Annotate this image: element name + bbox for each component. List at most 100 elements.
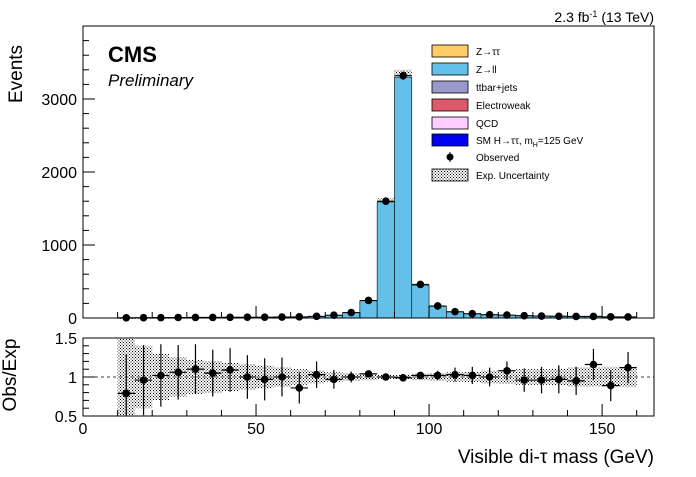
lower-axes: 0.5 1 1.5 0 50 100 150 [55,331,638,438]
legend-observed-marker [446,153,454,161]
observed-points [117,71,637,322]
ratio-point-22 [503,366,511,375]
ratio-y-tick-label-2: 1.5 [55,331,77,348]
y-tick-label-1: 1000 [41,238,77,255]
upper-frame [82,25,655,319]
x-tick-label-3: 150 [589,421,616,438]
preliminary-label: Preliminary [108,71,195,90]
ratio-y-tick-label-0: 0.5 [55,409,77,426]
ratio-points [117,344,637,416]
ratio-point-0 [122,389,131,398]
stacked-bars [117,76,637,319]
ratio-point-5 [208,369,217,377]
ratio-point-4 [191,365,200,374]
legend-swatch-ttbar [431,80,469,94]
ratio-point-14 [364,370,373,378]
observed-point-6 [226,313,234,322]
legend: Z→ττ Z→ll ttbar+jets Electroweak QCD SM … [431,44,584,182]
ratio-point-16 [399,373,407,382]
legend-label-electroweak: Electroweak [476,101,531,112]
ratio-point-21 [485,373,494,381]
y-axis-label: Events [6,45,27,103]
observed-point-26 [572,312,580,321]
observed-point-22 [503,311,511,319]
ratio-point-7 [243,373,252,381]
observed-point-21 [485,310,494,319]
observed-point-24 [537,312,546,320]
observed-point-17 [416,280,425,289]
ratio-y-tick-label-1: 1 [68,370,77,387]
ratio-point-8 [260,375,269,384]
ratio-y-axis-label: Obs/Exp [0,339,21,412]
observed-point-11 [312,312,321,321]
observed-point-29 [624,313,632,321]
ratio-point-11 [312,370,321,379]
ratio-point-19 [451,370,459,379]
ratio-point-28 [606,381,615,390]
ratio-point-6 [226,366,234,374]
ratio-point-23 [520,376,529,384]
ratio-point-9 [278,373,286,381]
legend-label-observed: Observed [476,153,519,164]
legend-swatch-electroweak [431,98,469,112]
x-tick-label-2: 100 [416,421,443,438]
observed-point-4 [191,313,200,322]
upper-axes: 0 1000 2000 3000 [41,40,638,328]
legend-label-signal: SM H→ττ, mH=125 GeV [476,136,584,149]
legend-label-qcd: QCD [476,119,498,130]
ratio-point-12 [330,375,338,384]
x-axis-label: Visible di-τ mass (GeV) [458,447,654,468]
bar-1-16 [394,76,413,319]
y-tick-label-0: 0 [68,311,77,328]
legend-swatch-uncertainty [431,168,469,182]
legend-label-uncertainty: Exp. Uncertainty [476,171,549,182]
ratio-point-13 [347,373,355,381]
x-tick-label-1: 50 [247,421,265,438]
ratio-point-26 [572,377,580,385]
cms-label: CMS [108,42,157,67]
legend-label-ztautau: Z→ττ [476,47,500,58]
observed-point-9 [278,313,286,321]
observed-point-12 [330,311,338,320]
observed-point-20 [468,309,477,318]
legend-swatch-signal [431,133,469,147]
observed-point-14 [364,296,373,305]
bar-1-15 [376,201,395,319]
ratio-point-27 [589,360,598,369]
ratio-point-3 [174,368,182,377]
observed-point-25 [555,312,563,321]
observed-point-16 [399,71,407,80]
legend-swatch-qcd [431,116,469,130]
ratio-point-1 [139,376,148,384]
ratio-point-25 [555,375,563,384]
ratio-point-2 [157,371,165,380]
observed-point-19 [451,307,459,316]
y-tick-label-3: 3000 [41,92,77,109]
ratio-point-15 [382,373,390,381]
x-tick-label-0: 0 [79,421,88,438]
ratio-point-18 [433,371,442,380]
observed-point-27 [589,312,598,321]
observed-point-15 [382,197,390,205]
ratio-point-29 [624,363,632,372]
ratio-point-24 [537,376,546,384]
bar-1-17 [411,284,430,319]
observed-point-8 [260,313,269,321]
observed-point-5 [208,313,217,322]
observed-point-18 [433,302,442,310]
ratio-point-17 [416,371,425,380]
observed-point-28 [606,313,615,321]
y-tick-label-2: 2000 [41,165,77,182]
ratio-point-20 [468,371,477,380]
ratio-point-10 [295,384,304,392]
observed-point-3 [174,313,182,322]
legend-swatch-ztautau [431,44,469,58]
observed-point-10 [295,313,304,321]
legend-label-ttbar: ttbar+jets [476,83,517,94]
legend-label-zll: Z→ll [476,65,497,76]
lumi-label: 2.3 fb-1 (13 TeV) [554,9,654,25]
legend-swatch-zll [431,62,469,76]
observed-point-13 [347,308,355,317]
